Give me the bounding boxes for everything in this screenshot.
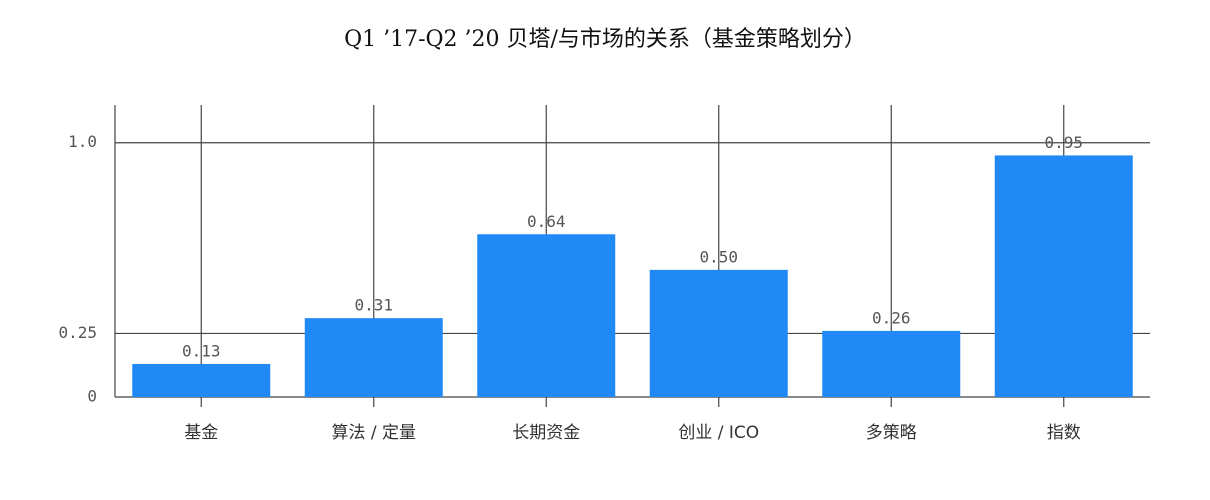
bar	[994, 155, 1133, 397]
bar	[304, 318, 443, 397]
x-tick-label: 创业 / ICO	[678, 423, 759, 443]
value-label: 0.50	[699, 247, 738, 266]
x-tick-label: 长期资金	[512, 423, 580, 443]
y-tick-label: 0.25	[58, 323, 97, 342]
value-label: 0.31	[354, 296, 393, 315]
x-tick-label: 指数	[1047, 423, 1081, 443]
value-label: 0.64	[527, 212, 566, 231]
bar	[477, 234, 616, 397]
value-label: 0.13	[182, 341, 221, 360]
value-label: 0.26	[872, 308, 911, 327]
y-tick-label: 0	[87, 387, 97, 406]
y-tick-label: 1.0	[68, 132, 97, 151]
bar	[822, 330, 961, 397]
bar	[132, 363, 271, 397]
chart-title: Q1 ’17-Q2 ’20 贝塔/与市场的关系（基金策略划分）	[344, 27, 866, 52]
x-tick-label: 基金	[184, 423, 218, 443]
value-label: 0.95	[1044, 133, 1083, 152]
x-tick-label: 多策略	[866, 423, 917, 443]
bar	[649, 269, 788, 397]
x-tick-label: 算法 / 定量	[331, 423, 416, 443]
